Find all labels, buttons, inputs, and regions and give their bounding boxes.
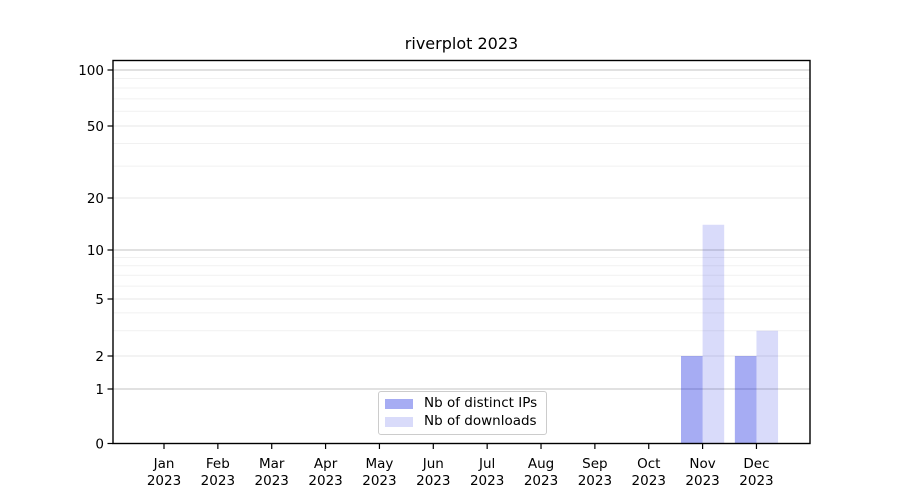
x-tick-label-year: 2023: [524, 473, 558, 489]
x-tick-label-year: 2023: [255, 473, 289, 489]
x-tick-label-month: Aug: [528, 456, 554, 472]
y-tick-label: 0: [95, 436, 104, 452]
y-tick-label: 50: [87, 119, 104, 135]
bar-distinct-ips: [681, 356, 703, 444]
x-tick-label-month: Jun: [422, 456, 444, 472]
y-tick-label: 2: [95, 349, 104, 365]
legend-swatch-distinct-ips: [385, 398, 413, 409]
legend-swatch-downloads: [385, 417, 413, 428]
x-tick-label-month: Jul: [478, 456, 495, 472]
x-tick-label-year: 2023: [578, 473, 612, 489]
x-tick-label-year: 2023: [147, 473, 181, 489]
x-tick-label-month: Dec: [743, 456, 769, 472]
x-tick-label-year: 2023: [470, 473, 504, 489]
y-tick-label: 10: [87, 243, 104, 259]
y-tick-label: 1: [95, 382, 104, 398]
x-tick-label-year: 2023: [416, 473, 450, 489]
x-tick-label-year: 2023: [685, 473, 719, 489]
legend: Nb of distinct IPs Nb of downloads: [378, 391, 547, 435]
x-tick-label-month: Oct: [637, 456, 660, 472]
x-tick-label-year: 2023: [362, 473, 396, 489]
x-tick-label-month: Mar: [259, 456, 285, 472]
x-tick-label-year: 2023: [308, 473, 342, 489]
x-tick-label-month: Apr: [314, 456, 338, 472]
x-tick-label-month: May: [365, 456, 393, 472]
bar-distinct-ips: [734, 356, 757, 444]
bar-downloads: [756, 330, 779, 444]
chart-title: riverplot 2023: [404, 34, 519, 53]
legend-label-downloads: Nb of downloads: [424, 413, 537, 430]
x-tick-label-month: Sep: [582, 456, 607, 472]
x-tick-label-year: 2023: [739, 473, 773, 489]
y-tick-label: 5: [95, 292, 104, 308]
legend-label-distinct-ips: Nb of distinct IPs: [424, 395, 538, 412]
bar-downloads: [702, 224, 725, 444]
x-tick-label-month: Jan: [153, 456, 175, 472]
legend-item-downloads: Nb of downloads: [385, 414, 540, 431]
legend-item-distinct-ips: Nb of distinct IPs: [385, 395, 540, 412]
x-tick-label-month: Nov: [689, 456, 715, 472]
y-tick-label: 20: [87, 191, 104, 207]
x-tick-label-year: 2023: [632, 473, 666, 489]
plot-frame: [112, 59, 811, 445]
y-tick-label: 100: [78, 63, 104, 79]
x-tick-label-month: Feb: [206, 456, 230, 472]
x-tick-label-year: 2023: [201, 473, 235, 489]
